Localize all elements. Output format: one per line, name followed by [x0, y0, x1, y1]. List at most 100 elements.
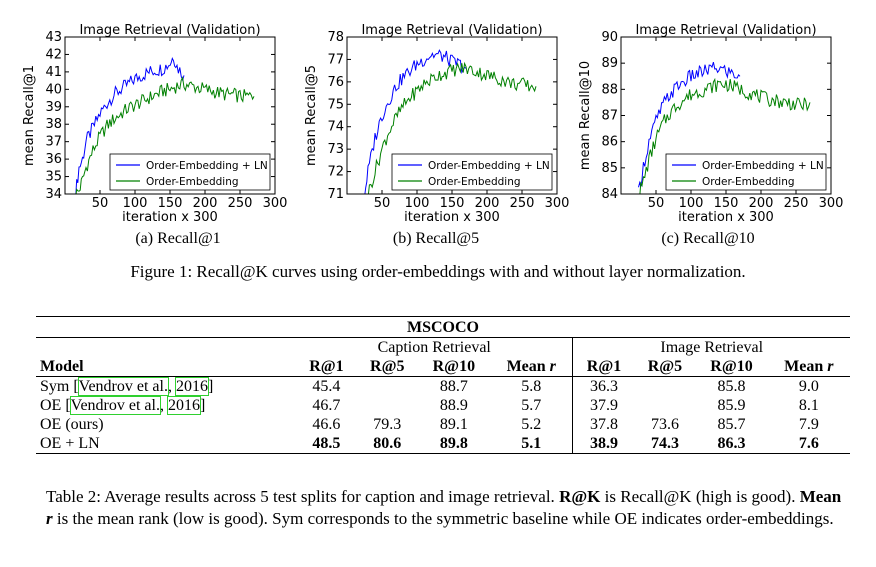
- y-tick-label: 39: [45, 100, 62, 115]
- y-tick-label: 84: [601, 187, 618, 202]
- col-img-r1: R@1: [572, 357, 635, 377]
- x-tick-label: 300: [819, 196, 844, 211]
- table-row: OE + LN 48.5 80.6 89.8 5.1 38.9 74.3 86.…: [36, 434, 850, 454]
- series-line: [75, 76, 255, 194]
- y-tick-label: 37: [45, 135, 62, 150]
- row-model: Sym [Vendrov et al., 2016]: [36, 376, 296, 396]
- y-tick-label: 72: [327, 165, 344, 180]
- y-axis-label: mean Recall@10: [578, 61, 593, 170]
- y-tick-label: 42: [45, 47, 62, 62]
- col-cap-r10: R@10: [432, 358, 476, 375]
- legend-label: Order-Embedding + LN: [702, 160, 824, 172]
- legend-label: Order-Embedding: [428, 176, 521, 188]
- table-dataset-title: MSCOCO: [36, 316, 850, 338]
- col-img-mean-r: Mean r: [768, 357, 850, 377]
- series-line: [638, 61, 741, 188]
- x-axis-label: iteration x 300: [678, 210, 774, 225]
- col-model: Model: [40, 358, 84, 375]
- x-tick-label: 150: [714, 196, 739, 211]
- subcaption-b: (b) Recall@5: [392, 230, 480, 247]
- series-line: [364, 49, 467, 194]
- col-img-mean-r-label: Mean r: [784, 358, 834, 375]
- col-cap-r1: R@1: [309, 358, 344, 375]
- table-caption-mean-r: Mean r: [46, 487, 842, 528]
- legend-label: Order-Embedding: [702, 176, 795, 188]
- y-tick-label: 89: [601, 56, 618, 71]
- table-caption: Table 2: Average results across 5 test s…: [46, 487, 842, 528]
- legend-box: [391, 153, 553, 191]
- x-axis-label: iteration x 300: [404, 210, 500, 225]
- legend-label: Order-Embedding: [146, 176, 239, 188]
- y-axis-label: mean Recall@1: [22, 65, 37, 166]
- x-tick-label: 200: [475, 196, 500, 211]
- citation-link[interactable]: Vendrov et al.: [77, 377, 169, 396]
- chart-title: Image Retrieval (Validation): [79, 23, 260, 38]
- y-tick-label: 78: [327, 30, 344, 45]
- table-header-row: Model R@1 R@5 R@10 Mean r R@1 R@5 R@10 M…: [36, 357, 850, 377]
- y-tick-label: 75: [327, 97, 344, 112]
- chart-recall-10: 84 85 86 87 88 89 90 50 100 150 200 250 300 Image Ret…: [566, 22, 856, 250]
- col-cap-mean-r: Mean r: [490, 357, 573, 377]
- y-tick-label: 90: [601, 30, 618, 45]
- x-tick-label: 250: [510, 196, 535, 211]
- series-line: [367, 61, 537, 194]
- y-tick-label: 74: [327, 120, 344, 135]
- y-tick-label: 73: [327, 142, 344, 157]
- table-dataset-row: MSCOCO: [36, 316, 850, 338]
- table-group-row: Caption Retrieval Image Retrieval: [36, 337, 850, 357]
- x-tick-label: 200: [749, 196, 774, 211]
- col-cap-r5: R@5: [370, 358, 405, 375]
- x-tick-label: 50: [648, 196, 665, 211]
- col-img-r5: R@5: [647, 358, 683, 375]
- x-tick-label: 300: [545, 196, 570, 211]
- y-tick-label: 34: [45, 187, 62, 202]
- col-cap-mean-r-label: Mean r: [506, 358, 556, 375]
- figure-caption: Figure 1: Recall@K curves using order-em…: [130, 262, 746, 281]
- row-model: OE (ours): [40, 416, 104, 433]
- row-model: OE [Vendrov et al., 2016]: [40, 396, 206, 415]
- results-table: MSCOCO Caption Retrieval Image Retrieval…: [36, 316, 850, 454]
- subcaption-a: (a) Recall@1: [135, 230, 221, 247]
- group-image-retrieval: Image Retrieval: [572, 337, 850, 357]
- col-img-r10: R@10: [710, 358, 753, 375]
- chart-recall-5: 71 72 73 74 75 76 77 78 50 100 150 200 250 300 Image R…: [292, 22, 582, 250]
- x-tick-label: 150: [440, 196, 465, 211]
- x-tick-label: 300: [263, 196, 288, 211]
- y-tick-label: 41: [45, 65, 62, 80]
- y-tick-label: 40: [45, 82, 62, 97]
- y-tick-label: 88: [601, 82, 618, 97]
- x-tick-label: 250: [228, 196, 253, 211]
- y-tick-label: 87: [601, 109, 618, 124]
- chart-recall-1: 34 35 36 37 38 39 40 41 42 43 50 100 150 200 250 300 Ima…: [10, 22, 300, 250]
- legend-box: [109, 153, 271, 191]
- citation-link[interactable]: Vendrov et al.: [69, 396, 161, 415]
- citation-link[interactable]: 2016: [166, 396, 201, 415]
- y-tick-label: 86: [601, 135, 618, 150]
- series-line: [639, 77, 811, 194]
- table-row: OE [Vendrov et al., 2016] 46.7 88.9 5.7 …: [36, 396, 850, 415]
- chart-title: Image Retrieval (Validation): [635, 23, 816, 38]
- x-tick-label: 150: [158, 196, 183, 211]
- legend-box: [665, 153, 827, 191]
- legend-label: Order-Embedding + LN: [146, 160, 268, 172]
- x-axis-label: iteration x 300: [122, 210, 218, 225]
- y-tick-label: 71: [327, 187, 344, 202]
- y-tick-label: 35: [45, 170, 62, 185]
- citation-link[interactable]: 2016: [174, 377, 209, 396]
- table-row: OE (ours) 46.6 79.3 89.1 5.2 37.8 73.6 8…: [36, 415, 850, 434]
- x-tick-label: 100: [405, 196, 430, 211]
- y-tick-label: 77: [327, 52, 344, 67]
- legend-label: Order-Embedding + LN: [428, 160, 550, 172]
- x-tick-label: 50: [374, 196, 391, 211]
- x-tick-label: 100: [123, 196, 148, 211]
- series-line: [75, 56, 185, 194]
- x-tick-label: 100: [679, 196, 704, 211]
- x-tick-label: 200: [193, 196, 218, 211]
- group-caption-retrieval: Caption Retrieval: [296, 337, 573, 357]
- chart-title: Image Retrieval (Validation): [361, 23, 542, 38]
- row-model: OE + LN: [36, 434, 296, 454]
- x-tick-label: 50: [92, 196, 109, 211]
- y-tick-label: 36: [45, 152, 62, 167]
- y-axis-label: mean Recall@5: [304, 65, 319, 166]
- table-row: Sym [Vendrov et al., 2016] 45.4 88.7 5.8…: [36, 376, 850, 396]
